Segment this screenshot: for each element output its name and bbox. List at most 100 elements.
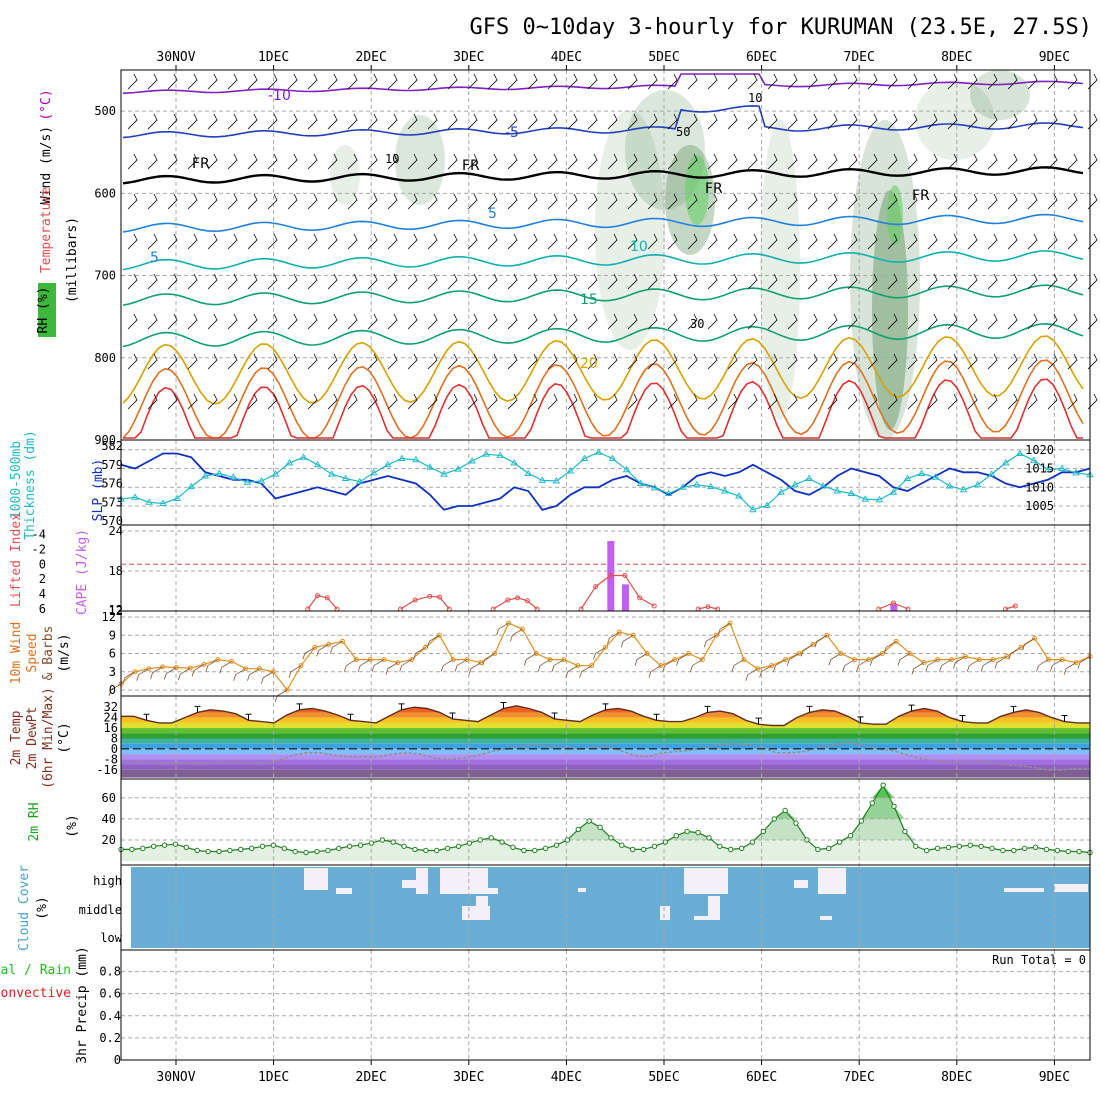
rh-point [346,843,353,849]
lifted-index-point [651,603,657,609]
wind-barb [587,73,598,90]
thickness-point [187,482,196,490]
wind-barb [547,233,558,250]
lifted-index-tick-label: -4 [32,527,46,541]
wind-speed-tick-label: 3 [109,665,116,679]
wind-barb [987,193,998,210]
wind-barb [527,193,538,210]
lifted-index-line [878,602,909,610]
rh-contour-label: 30 [690,317,704,331]
wind-barb [747,73,758,90]
wind-barb [307,353,318,370]
wind-barb [1047,153,1058,170]
thickness-point [201,472,210,479]
rh-point [956,843,963,849]
wind-barb [607,233,618,250]
wind-barb [527,353,538,370]
date-label-bottom: 7DEC [844,1070,875,1085]
rh-point [412,846,418,853]
rh-shade-area [887,185,903,245]
rh-point [575,826,581,833]
wind-speed-point [409,657,415,663]
wind-barb [687,393,698,410]
wind-barb [867,153,878,170]
rh-shade-area [915,80,995,160]
run-total-label: Run Total = 0 [992,953,1086,967]
wind-speed-point [866,657,872,663]
wind-barb [227,73,238,90]
wind-barb [267,393,278,410]
rh-point [270,842,277,848]
wind-barb [667,193,678,210]
rh-point [510,844,516,851]
temp-tick-label: 24 [104,711,118,725]
cape-axis-label: CAPE (J/kg) [75,529,90,615]
wind-barb [687,113,698,130]
wind-barb [787,113,798,130]
wind-barb [687,73,698,90]
wind-barb [307,313,318,330]
thickness-point [833,487,842,494]
temp-tick-label: -16 [96,763,118,777]
wind-barb [707,73,718,90]
wind-barb [307,233,318,250]
temp-minmax-whisker [398,703,405,710]
lifted-index-tick-label: 0 [39,557,46,571]
wind-speed-point [367,657,373,663]
wind-barb [267,113,278,130]
wind-barb [747,273,758,290]
wind-barb [207,153,218,170]
date-label-top: 9DEC [1039,50,1070,65]
lifted-index-point [637,595,643,601]
wind-barb [127,233,138,250]
wind-barb [827,193,838,210]
wind-speed-tick-label: 12 [102,610,116,624]
wind-barb [267,233,278,250]
precip-tick-label: 0 [114,1053,121,1067]
cape-tick-label: 12 [109,603,123,617]
thickness-axis-label: Thickness (dm) [23,430,38,540]
cloud-patch [708,896,720,920]
rh-point [695,829,701,836]
rh-point [336,845,342,852]
wind-barb [207,233,218,250]
wind-speed-point [381,657,387,663]
wind-barb [507,393,518,410]
wind-barb [1067,313,1078,330]
wind-barb [427,233,438,250]
wind-barb [367,393,378,410]
lifted-index-axis-label: Lifted Index [9,513,24,607]
wind-barb [187,393,198,410]
dewpt-axis-label: 2m DewPt [25,707,40,770]
wind-barb [847,233,858,250]
rh-point [771,816,777,822]
wind-barb [807,313,818,330]
wind-speed-point [1018,644,1024,650]
wind-barb [807,153,818,170]
wind-barb [807,193,818,210]
lifted-index-point [607,572,613,578]
slp-axis-label: SLP (mb) [91,459,106,522]
rh-point [760,828,767,835]
thickness-point [608,454,617,461]
wind-barb [1027,353,1038,370]
thickness-tick-label: 576 [101,477,123,491]
wind-barb [187,153,198,170]
lifted-index-tick-label: 4 [39,587,46,601]
isotherm-line [122,213,1084,233]
temp-band [121,764,1090,770]
wind-barb [147,353,158,370]
rh-point [423,847,429,854]
wind-barb [127,193,138,210]
date-label-bottom: 3DEC [453,1070,484,1085]
wind-barb [927,113,938,130]
cape-tick-label: 24 [109,524,123,538]
wind-barb [287,313,298,330]
thickness-point [1015,449,1024,456]
dewpoint-line [120,741,1090,771]
wind-speed-point [229,658,235,664]
thickness-tick-label: 579 [101,458,123,472]
temp-tick-label: 32 [104,700,118,714]
rh-unit-label: (%) [65,814,80,837]
wind-barb [407,393,418,410]
